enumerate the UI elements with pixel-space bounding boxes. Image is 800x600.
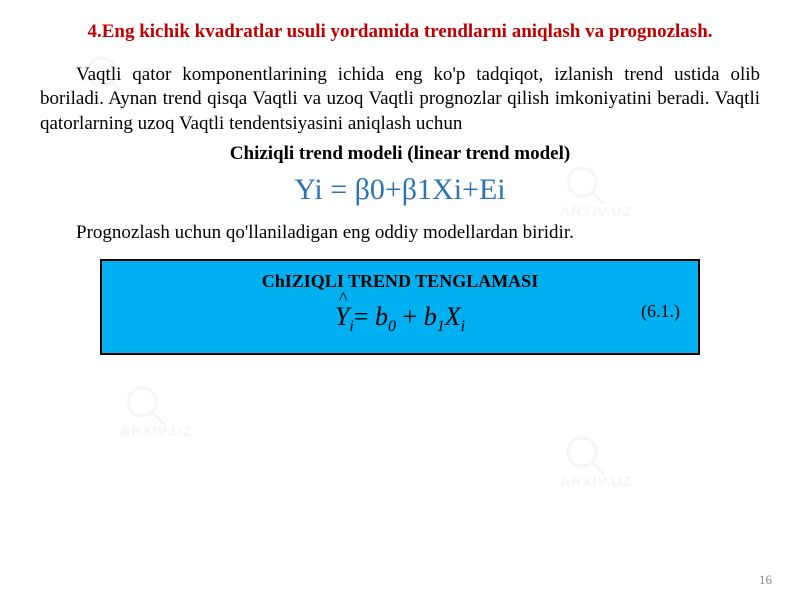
formula-expression: Yi= b0 + b1Xi <box>329 300 471 338</box>
formula-plus: + <box>403 302 424 331</box>
formula-eq: = <box>354 302 369 331</box>
formula-b1: b <box>424 302 437 331</box>
box-formula: Yi= b0 + b1Xi <box>118 300 682 338</box>
watermark: ARXIV.UZ <box>120 380 240 440</box>
trend-equation: Yi = β0+β1Xi+Ei <box>40 173 760 207</box>
formula-sub-i2: i <box>461 319 465 336</box>
paragraph-1: Vaqtli qator komponentlarining ichida en… <box>40 63 760 137</box>
formula-sub-1: 1 <box>437 319 445 336</box>
model-subtitle: Chiziqli trend modeli (linear trend mode… <box>40 143 760 165</box>
page-number: 16 <box>759 572 772 588</box>
slide-content: 4.Eng kichik kvadratlar usuli yordamida … <box>0 0 800 375</box>
equation-box: ChIZIQLI TREND TENGLAMASI Yi= b0 + b1Xi … <box>100 259 700 354</box>
formula-x: X <box>445 302 461 331</box>
watermark-text: ARXIV.UZ <box>120 423 192 439</box>
formula-y-hat: Y <box>335 302 349 332</box>
slide-title: 4.Eng kichik kvadratlar usuli yordamida … <box>40 20 760 45</box>
paragraph-2: Prognozlash uchun qo'llaniladigan eng od… <box>40 221 760 246</box>
watermark: ARXIV.UZ <box>560 430 680 490</box>
formula-sub-0: 0 <box>388 319 396 336</box>
formula-b0: b <box>375 302 388 331</box>
box-title: ChIZIQLI TREND TENGLAMASI <box>118 271 682 292</box>
equation-reference: (6.1.) <box>641 301 680 322</box>
watermark-text: ARXIV.UZ <box>560 473 632 489</box>
